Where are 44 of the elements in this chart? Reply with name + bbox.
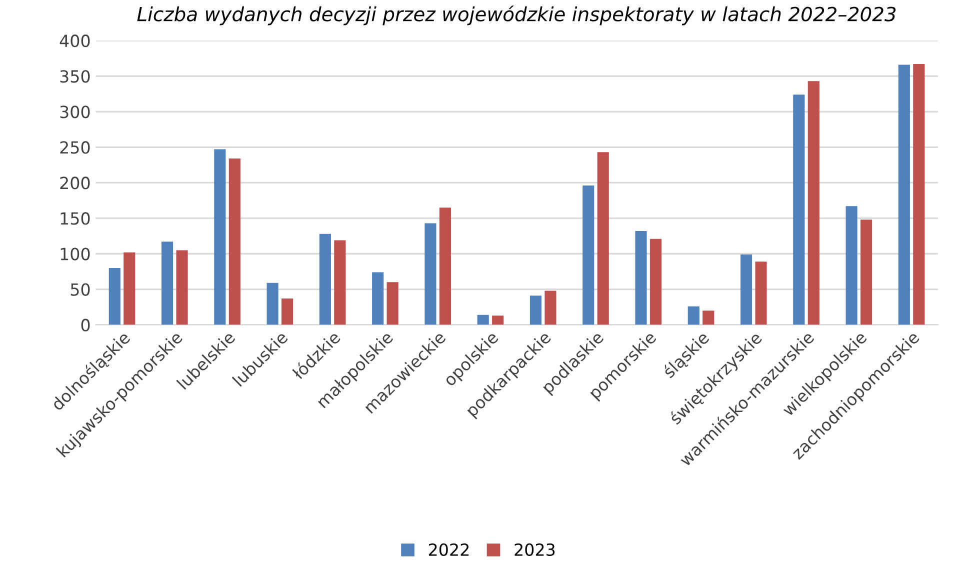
bar xyxy=(755,262,767,325)
bar xyxy=(846,206,858,325)
bar xyxy=(913,64,925,325)
bar xyxy=(740,254,752,325)
bar xyxy=(439,208,451,325)
legend-label: 2022 xyxy=(428,543,468,556)
bar xyxy=(228,158,240,325)
bar xyxy=(898,64,910,325)
bar xyxy=(650,238,662,325)
y-tick-label: 100 xyxy=(60,248,90,260)
bar xyxy=(176,250,188,325)
bar xyxy=(124,252,136,325)
bar xyxy=(582,186,594,325)
y-tick-label: 0 xyxy=(81,318,90,332)
y-tick-label: 300 xyxy=(60,106,90,118)
bar xyxy=(108,268,120,325)
y-tick-label: 400 xyxy=(60,34,90,48)
bar xyxy=(319,234,331,325)
chart-title: Liczba wydanych decyzji przez wojewódzkie inspektoraty w latach 2022–2023 xyxy=(137,6,896,26)
bar xyxy=(544,290,556,325)
bar xyxy=(597,152,609,325)
y-tick-label: 50 xyxy=(70,283,90,296)
bar xyxy=(372,272,384,325)
bar xyxy=(334,240,346,325)
bar xyxy=(161,242,174,325)
bar xyxy=(635,231,647,325)
legend-label: 2023 xyxy=(514,543,555,556)
bar xyxy=(492,316,504,325)
bar xyxy=(793,94,805,325)
bar xyxy=(214,149,226,325)
bar xyxy=(688,306,700,325)
bar xyxy=(808,81,820,325)
bar xyxy=(702,310,714,325)
bar xyxy=(266,282,278,325)
bar xyxy=(424,223,436,325)
bar xyxy=(386,282,398,325)
bar xyxy=(860,220,872,325)
y-tick-label: 250 xyxy=(60,141,90,154)
y-tick-label: 150 xyxy=(60,212,90,225)
bar xyxy=(282,298,294,325)
bar xyxy=(477,314,489,325)
bar xyxy=(530,296,542,325)
y-tick-label: 200 xyxy=(60,176,90,190)
y-tick-label: 350 xyxy=(60,70,90,83)
